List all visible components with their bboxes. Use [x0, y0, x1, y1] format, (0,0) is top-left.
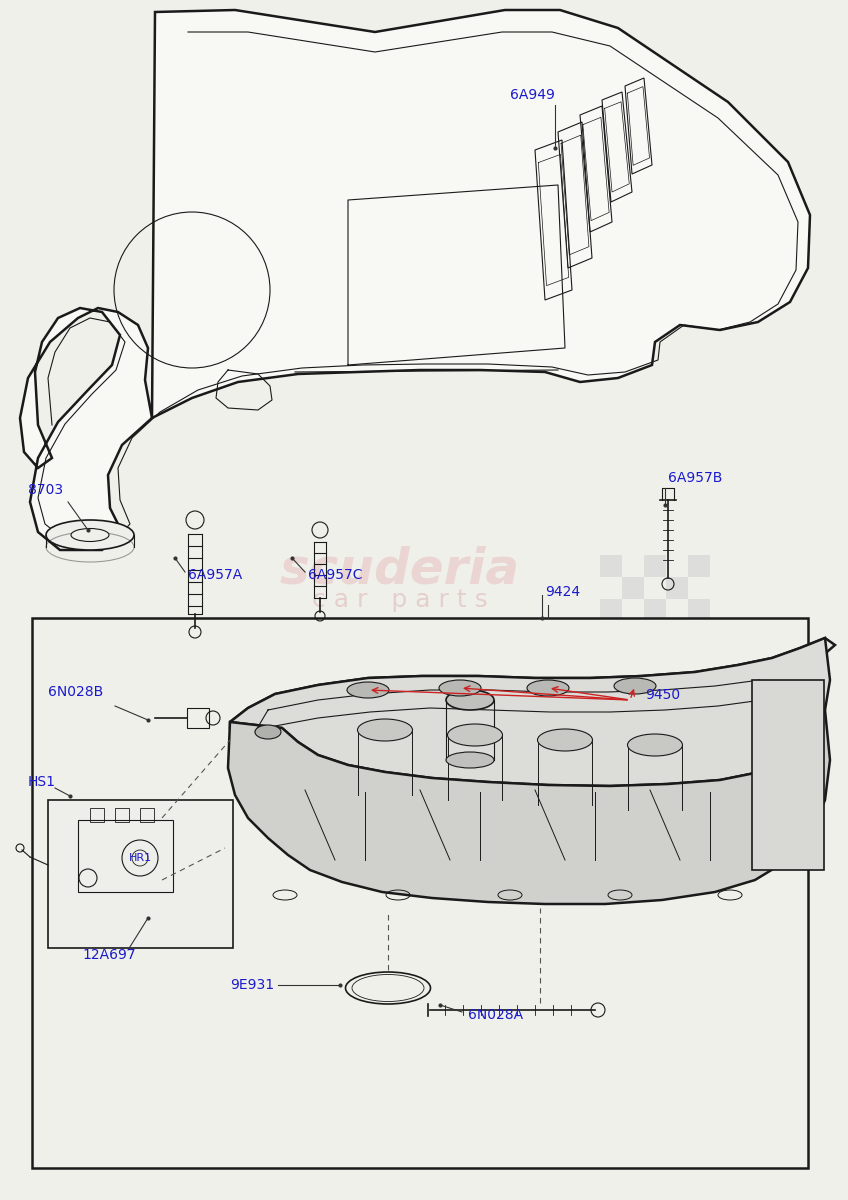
Bar: [32, 618, 808, 1168]
Text: 9424: 9424: [545, 584, 580, 599]
Text: 12A697: 12A697: [82, 948, 136, 962]
Bar: [600, 599, 622, 622]
Ellipse shape: [439, 680, 481, 696]
Text: 9E931: 9E931: [230, 978, 274, 992]
Bar: [644, 643, 666, 665]
Bar: [90, 808, 104, 822]
Text: 6N028A: 6N028A: [468, 1008, 523, 1022]
Text: 6A957C: 6A957C: [308, 568, 362, 582]
Bar: [622, 622, 644, 643]
Ellipse shape: [538, 728, 593, 751]
Bar: [688, 599, 710, 622]
Text: 9450: 9450: [645, 688, 680, 702]
Bar: [600, 643, 622, 665]
Ellipse shape: [614, 678, 656, 694]
Bar: [644, 599, 666, 622]
Bar: [622, 577, 644, 599]
Bar: [115, 808, 129, 822]
Text: 6A957A: 6A957A: [188, 568, 243, 582]
Ellipse shape: [628, 734, 683, 756]
Text: 6N028B: 6N028B: [48, 685, 103, 698]
Bar: [666, 622, 688, 643]
Ellipse shape: [46, 520, 134, 550]
Polygon shape: [228, 710, 830, 904]
Bar: [688, 643, 710, 665]
Polygon shape: [20, 10, 810, 550]
Ellipse shape: [446, 752, 494, 768]
Ellipse shape: [71, 528, 109, 541]
Text: 6A949: 6A949: [510, 88, 555, 102]
Bar: [78, 820, 173, 892]
Text: HR1: HR1: [128, 853, 152, 863]
Text: scuderia: scuderia: [280, 546, 520, 594]
Bar: [140, 808, 154, 822]
Polygon shape: [230, 638, 830, 786]
Bar: [48, 800, 233, 948]
Text: 6A957B: 6A957B: [668, 470, 722, 485]
Ellipse shape: [255, 725, 281, 739]
Bar: [688, 554, 710, 577]
Polygon shape: [230, 638, 835, 728]
Text: 8703: 8703: [28, 482, 63, 497]
Ellipse shape: [527, 680, 569, 696]
Text: c a r   p a r t s: c a r p a r t s: [312, 588, 488, 612]
Ellipse shape: [446, 690, 494, 710]
Bar: [187, 708, 209, 728]
Bar: [600, 554, 622, 577]
Text: HS1: HS1: [28, 775, 56, 790]
Bar: [666, 577, 688, 599]
Bar: [644, 554, 666, 577]
Ellipse shape: [358, 719, 412, 740]
Bar: [752, 680, 824, 870]
Ellipse shape: [347, 682, 389, 698]
Ellipse shape: [448, 724, 503, 746]
